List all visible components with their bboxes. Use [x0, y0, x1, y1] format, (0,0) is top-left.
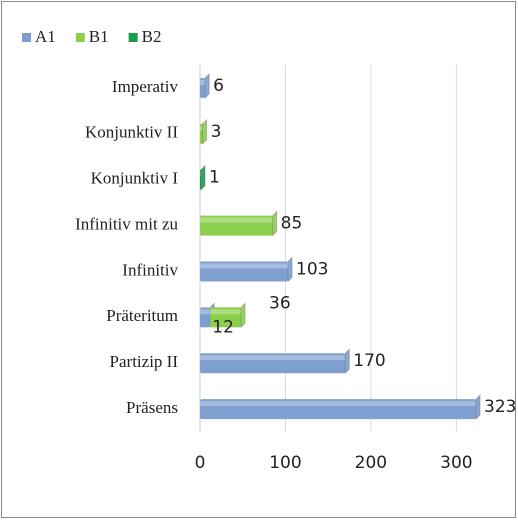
data-label: 170 — [353, 351, 385, 371]
x-tick-label: 0 — [195, 453, 206, 473]
bar-shade — [200, 217, 273, 223]
x-tick-label: 100 — [269, 453, 301, 473]
legend-swatch — [75, 33, 85, 42]
bar-end — [344, 347, 350, 375]
bar-end — [272, 210, 278, 237]
bar-end — [475, 393, 481, 421]
bar-shade — [200, 263, 289, 269]
bar-end — [202, 118, 208, 146]
bar-shade — [210, 309, 242, 315]
data-label: 85 — [281, 214, 303, 234]
bar — [210, 307, 242, 328]
data-label: 12 — [212, 317, 234, 337]
bar — [200, 215, 273, 236]
bar-shade — [200, 355, 346, 361]
category-label: Präsens — [126, 398, 178, 417]
bar-end — [287, 256, 293, 283]
bar-end — [240, 302, 246, 329]
bar-shade — [200, 125, 203, 131]
bar-shade — [200, 171, 201, 177]
legend-swatch — [22, 33, 31, 42]
legend-label: B1 — [89, 27, 109, 46]
category-label: Konjunktiv I — [91, 169, 179, 188]
bar-shade — [200, 401, 477, 407]
data-label: 3 — [211, 122, 222, 142]
legend-swatch — [128, 33, 138, 42]
category-label: Präteritum — [106, 306, 178, 325]
bar-end — [204, 72, 210, 100]
category-label: Partizip II — [110, 352, 179, 371]
category-label: Infinitiv — [122, 260, 178, 279]
bar — [200, 399, 477, 420]
data-label: 103 — [296, 259, 328, 279]
legend-label: A1 — [35, 27, 56, 46]
x-tick-label: 300 — [440, 453, 472, 473]
category-label: Konjunktiv II — [85, 123, 178, 142]
bar-shade — [200, 79, 206, 85]
bar — [200, 261, 289, 282]
bar — [200, 169, 201, 190]
data-label: 323 — [484, 397, 516, 417]
category-label: Imperativ — [112, 77, 179, 96]
bar-shade — [200, 309, 211, 315]
data-label: 36 — [269, 293, 291, 313]
x-tick-label: 200 — [355, 453, 387, 473]
data-label: 1 — [209, 168, 220, 188]
bar — [200, 123, 203, 144]
legend-label: B2 — [142, 27, 162, 46]
bar — [200, 307, 211, 328]
bar-end — [200, 164, 206, 191]
bar — [200, 77, 206, 98]
category-label: Infinitiv mit zu — [75, 214, 178, 233]
data-label: 6 — [213, 76, 224, 96]
bar — [200, 353, 346, 374]
